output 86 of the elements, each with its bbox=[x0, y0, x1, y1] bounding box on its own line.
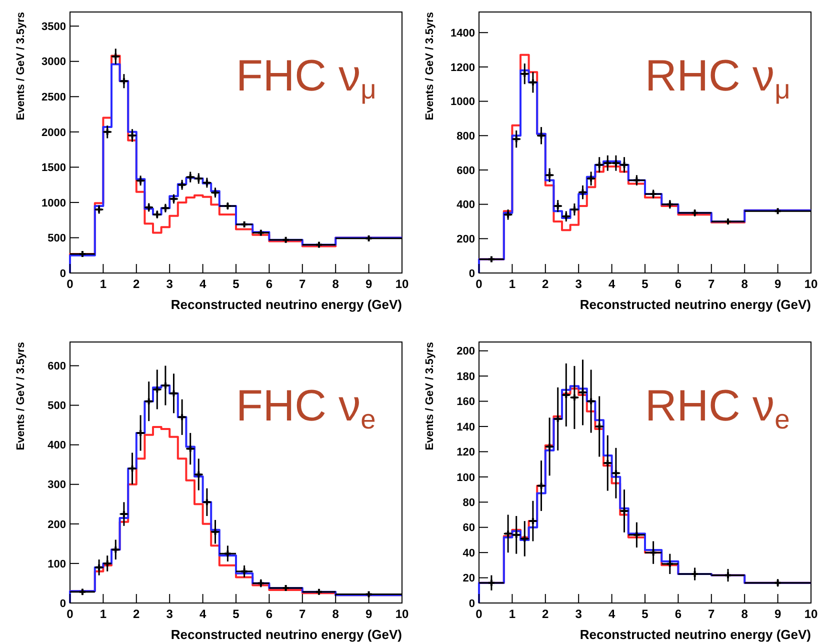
x-tick-label: 3 bbox=[166, 607, 174, 621]
x-tick-label: 9 bbox=[365, 607, 372, 621]
y-tick-label: 1200 bbox=[450, 62, 475, 74]
x-tick-label: 10 bbox=[395, 277, 409, 291]
y-axis-title: Events / GeV / 3.5yrs bbox=[15, 12, 27, 120]
y-tick-label: 0 bbox=[60, 268, 66, 280]
y-tick-label: 0 bbox=[468, 268, 475, 280]
y-tick-label: 80 bbox=[462, 496, 475, 509]
x-tick-label: 10 bbox=[804, 607, 818, 621]
x-tick-label: 9 bbox=[774, 277, 782, 291]
x-tick-label: 5 bbox=[232, 607, 240, 621]
y-tick-label: 500 bbox=[48, 232, 66, 245]
x-tick-label: 7 bbox=[708, 607, 716, 621]
y-tick-label: 2500 bbox=[42, 92, 66, 104]
y-tick-label: 600 bbox=[48, 360, 66, 373]
x-axis-title: Reconstructed neutrino energy (GeV) bbox=[170, 627, 402, 642]
x-tick-label: 3 bbox=[575, 607, 582, 621]
y-axis-title: Events / GeV / 3.5yrs bbox=[424, 12, 436, 120]
x-tick-label: 2 bbox=[133, 607, 140, 621]
x-tick-label: 9 bbox=[774, 607, 782, 621]
x-tick-label: 1 bbox=[100, 607, 107, 621]
y-tick-label: 100 bbox=[48, 558, 66, 570]
y-tick-label: 400 bbox=[48, 440, 66, 452]
x-tick-label: 4 bbox=[199, 277, 206, 291]
y-tick-label: 1500 bbox=[42, 162, 66, 174]
x-tick-label: 7 bbox=[708, 277, 716, 291]
y-tick-label: 3000 bbox=[42, 56, 66, 68]
x-tick-label: 5 bbox=[642, 607, 649, 621]
x-axis-title: Reconstructed neutrino energy (GeV) bbox=[580, 297, 811, 312]
y-tick-label: 160 bbox=[456, 396, 475, 408]
x-tick-label: 8 bbox=[741, 277, 748, 291]
annotation: RHC ν$_{μ}$ bbox=[645, 51, 790, 104]
x-tick-label: 2 bbox=[542, 607, 550, 621]
x-tick-label: 1 bbox=[100, 277, 107, 291]
y-tick-label: 3500 bbox=[42, 20, 66, 33]
y-tick-label: 0 bbox=[468, 598, 475, 610]
x-tick-label: 4 bbox=[199, 607, 206, 621]
y-tick-label: 0 bbox=[60, 598, 66, 610]
x-tick-label: 8 bbox=[332, 607, 340, 621]
x-tick-label: 6 bbox=[674, 277, 682, 291]
y-tick-label: 40 bbox=[462, 547, 475, 560]
y-tick-label: 600 bbox=[456, 164, 475, 177]
y-tick-label: 60 bbox=[462, 522, 475, 534]
x-tick-label: 8 bbox=[741, 607, 748, 621]
y-tick-label: 1000 bbox=[450, 96, 475, 108]
x-tick-label: 8 bbox=[332, 277, 340, 291]
x-tick-label: 6 bbox=[674, 607, 682, 621]
x-tick-label: 4 bbox=[608, 277, 616, 291]
y-tick-label: 120 bbox=[456, 446, 475, 459]
y-tick-label: 1400 bbox=[450, 27, 475, 40]
x-tick-label: 7 bbox=[299, 607, 306, 621]
x-tick-label: 6 bbox=[266, 607, 273, 621]
y-tick-label: 800 bbox=[456, 130, 475, 142]
x-tick-label: 4 bbox=[608, 607, 616, 621]
y-tick-label: 500 bbox=[48, 400, 66, 412]
y-tick-label: 200 bbox=[456, 234, 475, 246]
x-tick-label: 10 bbox=[804, 277, 818, 291]
x-tick-label: 5 bbox=[642, 277, 649, 291]
annotation: FHC ν$_{μ}$ bbox=[236, 51, 376, 104]
x-tick-label: 10 bbox=[395, 607, 409, 621]
x-tick-label: 2 bbox=[542, 277, 550, 291]
x-tick-label: 7 bbox=[299, 277, 306, 291]
y-tick-label: 400 bbox=[456, 199, 475, 212]
annotation: FHC ν$_{e}$ bbox=[236, 381, 376, 434]
x-tick-label: 1 bbox=[508, 277, 516, 291]
y-tick-label: 140 bbox=[456, 421, 475, 434]
x-tick-label: 9 bbox=[365, 277, 372, 291]
x-tick-label: 5 bbox=[232, 277, 240, 291]
y-tick-label: 2000 bbox=[42, 126, 66, 139]
x-tick-label: 6 bbox=[266, 277, 273, 291]
y-axis-title: Events / GeV / 3.5yrs bbox=[15, 342, 27, 450]
y-tick-label: 300 bbox=[48, 479, 66, 492]
x-tick-label: 3 bbox=[166, 277, 174, 291]
y-tick-label: 20 bbox=[462, 572, 475, 585]
y-tick-label: 100 bbox=[456, 472, 475, 484]
x-axis-title: Reconstructed neutrino energy (GeV) bbox=[170, 297, 402, 312]
annotation: RHC ν$_{e}$ bbox=[645, 381, 790, 434]
y-tick-label: 200 bbox=[48, 518, 66, 531]
y-axis-title: Events / GeV / 3.5yrs bbox=[424, 342, 436, 450]
x-axis-title: Reconstructed neutrino energy (GeV) bbox=[580, 627, 811, 642]
x-tick-label: 3 bbox=[575, 277, 582, 291]
x-tick-label: 2 bbox=[133, 277, 140, 291]
x-tick-label: 1 bbox=[508, 607, 516, 621]
y-tick-label: 200 bbox=[456, 346, 475, 358]
y-tick-label: 180 bbox=[456, 370, 475, 383]
y-tick-label: 1000 bbox=[42, 197, 66, 210]
